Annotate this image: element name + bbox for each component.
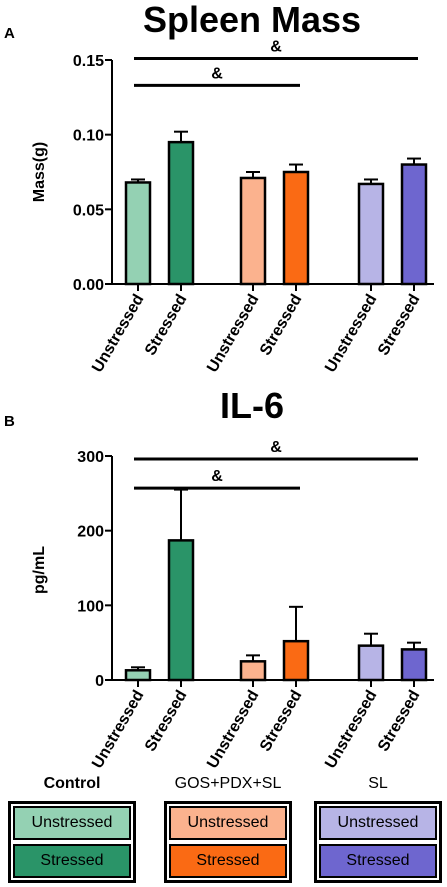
panel-a-label: A (4, 25, 15, 42)
y-tick-label: 0.15 (73, 53, 104, 70)
legend-sl-box: Unstressed Stressed (314, 801, 442, 883)
legend-sl-unstressed: Unstressed (319, 806, 437, 840)
x-tick-label: Unstressed (89, 292, 147, 376)
x-tick-label: Stressed (142, 292, 191, 359)
legend-control-box: Unstressed Stressed (8, 801, 136, 883)
x-tick-label: Stressed (257, 688, 306, 755)
bar (124, 669, 152, 682)
figure: A Spleen Mass B IL-6 0.00 0.05 0.10 0.15 Mas… (4, 0, 434, 770)
bar (167, 539, 195, 682)
y-tick-label: 300 (77, 449, 104, 466)
legend-sl-title: SL (368, 775, 388, 792)
bar (167, 140, 195, 286)
bar (357, 182, 385, 286)
y-tick-label: 0.10 (73, 128, 104, 145)
bar (282, 170, 310, 286)
x-tick-label: Unstressed (322, 292, 380, 376)
x-tick-label: Unstressed (89, 688, 147, 771)
x-tick-label: Stressed (142, 688, 191, 755)
y-tick-label: 200 (77, 524, 104, 541)
spleen-mass-chart: 0.000.050.100.15Mass(g)UnstressedStresse… (31, 39, 434, 376)
y-axis-label: Mass(g) (31, 142, 48, 202)
x-tick-label: Unstressed (204, 688, 262, 771)
bar (400, 163, 428, 286)
y-tick-label: 100 (77, 598, 104, 615)
panel-a-title: Spleen Mass (143, 0, 361, 40)
significance-marker: & (211, 65, 223, 82)
significance-marker: & (270, 439, 282, 456)
bar (239, 176, 267, 286)
y-axis-label: pg/mL (31, 546, 48, 594)
significance-marker: & (270, 39, 282, 56)
bar (282, 639, 310, 682)
x-tick-label: Unstressed (204, 292, 262, 376)
legend-gos: GOS+PDX+SL Unstressed Stressed (164, 775, 292, 883)
legend-gos-stressed: Stressed (169, 844, 287, 878)
y-tick-label: 0 (95, 673, 104, 690)
significance-marker: & (211, 468, 223, 485)
bar (400, 648, 428, 682)
bar (357, 644, 385, 682)
x-tick-label: Stressed (257, 292, 306, 359)
legend-gos-title: GOS+PDX+SL (174, 775, 282, 792)
bar (239, 660, 267, 682)
legend-sl-stressed: Stressed (319, 844, 437, 878)
legend-control-unstressed: Unstressed (13, 806, 131, 840)
legend-control: Control Unstressed Stressed (8, 775, 136, 883)
x-tick-label: Stressed (375, 688, 424, 755)
panel-b-title: IL-6 (220, 385, 284, 426)
x-tick-label: Unstressed (322, 688, 380, 771)
panel-b-label: B (4, 413, 15, 430)
y-tick-label: 0.00 (73, 277, 104, 294)
legend-gos-unstressed: Unstressed (169, 806, 287, 840)
legend-control-title: Control (43, 775, 101, 792)
y-tick-label: 0.05 (73, 202, 104, 219)
legend-control-stressed: Stressed (13, 844, 131, 878)
legend-gos-box: Unstressed Stressed (164, 801, 292, 883)
bar (124, 181, 152, 286)
x-tick-label: Stressed (375, 292, 424, 359)
legend-sl: SL Unstressed Stressed (314, 775, 442, 883)
